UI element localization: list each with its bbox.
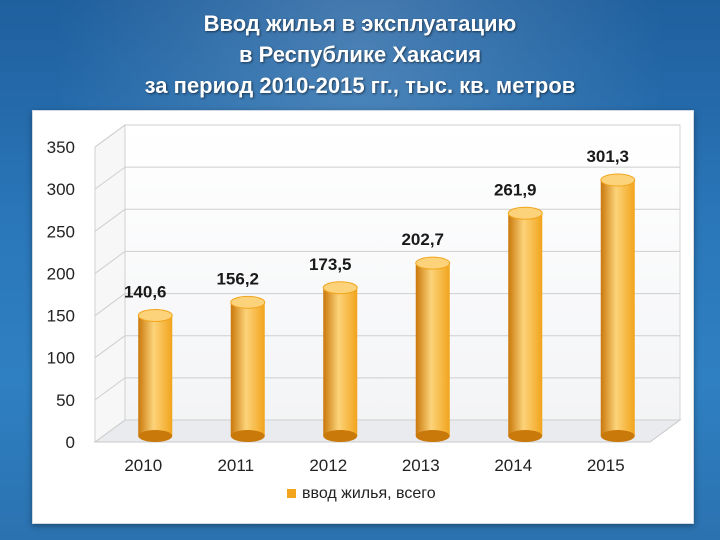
- gridline-depth: [94, 419, 126, 443]
- bar-top: [137, 308, 173, 322]
- bar-base: [230, 430, 265, 442]
- bar: [415, 263, 450, 436]
- bar-top: [600, 173, 636, 187]
- bar: [600, 180, 635, 436]
- y-tick-label: 250: [47, 222, 75, 241]
- bar-base: [508, 430, 543, 442]
- bar-top: [230, 295, 266, 309]
- data-label: 173,5: [309, 255, 352, 274]
- bar-base: [323, 430, 358, 442]
- chart-side-wall: [94, 124, 126, 443]
- y-tick-label: 200: [47, 264, 75, 283]
- title-line-2: в Республике Хакасия: [238, 42, 482, 67]
- bar: [508, 213, 543, 436]
- gridline-depth: [94, 293, 126, 316]
- gridline-depth: [94, 377, 126, 401]
- bar-top: [415, 256, 451, 270]
- gridline-depth: [94, 335, 126, 359]
- gridline-depth: [94, 166, 126, 190]
- bar-base: [415, 430, 450, 442]
- bar: [323, 287, 358, 436]
- data-label: 202,7: [401, 230, 444, 249]
- x-tick-label: 2013: [402, 456, 440, 475]
- title-line-1: Ввод жилья в эксплуатацию: [203, 11, 517, 36]
- x-tick-label: 2010: [124, 456, 162, 475]
- x-tick-label: 2015: [587, 456, 625, 475]
- x-tick-label: 2014: [494, 456, 532, 475]
- bar-base: [600, 430, 635, 442]
- bar: [138, 315, 173, 436]
- gridline-depth: [94, 251, 126, 274]
- gridline-depth: [94, 208, 126, 232]
- chart-back-wall: [124, 124, 681, 421]
- bar-base: [138, 430, 173, 442]
- bar-top: [507, 206, 543, 220]
- x-tick-label: 2011: [217, 456, 254, 475]
- slide-title: Ввод жилья в эксплуатацию в Республике Х…: [0, 8, 720, 101]
- x-tick-label: 2012: [309, 456, 347, 475]
- y-tick-label: 100: [47, 349, 75, 368]
- y-tick-label: 300: [47, 180, 75, 199]
- bar: [230, 302, 265, 436]
- legend-swatch: [287, 489, 296, 498]
- y-tick-label: 150: [47, 307, 75, 326]
- title-line-3: за период 2010-2015 гг., тыс. кв. метров: [144, 73, 576, 98]
- y-tick-label: 350: [47, 138, 75, 157]
- legend-label: ввод жилья, всего: [302, 485, 436, 502]
- data-label: 156,2: [216, 269, 259, 288]
- data-label: 140,6: [124, 282, 167, 301]
- data-label: 301,3: [586, 147, 629, 166]
- bar-top: [322, 281, 358, 295]
- chart-floor: [93, 419, 682, 443]
- gridline-depth: [94, 124, 126, 148]
- y-tick-label: 0: [66, 433, 75, 452]
- data-label: 261,9: [494, 180, 537, 199]
- y-tick-label: 50: [56, 391, 75, 410]
